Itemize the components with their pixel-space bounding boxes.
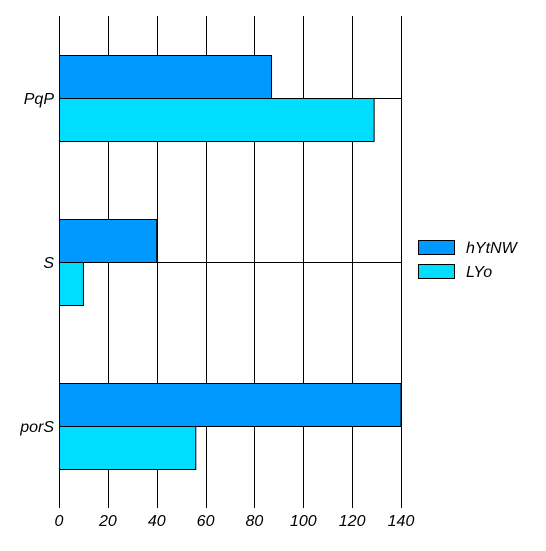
bar-LYo-S bbox=[59, 262, 84, 306]
category-label: PqP bbox=[24, 91, 55, 108]
bar-hYtNW-S bbox=[59, 219, 158, 263]
x-tick-label: 140 bbox=[388, 513, 415, 530]
legend: hYtNW LYo bbox=[418, 240, 519, 281]
legend-swatch-hYtNW bbox=[418, 240, 455, 255]
bar-LYo-PqP bbox=[59, 98, 375, 142]
x-tick-label: 80 bbox=[246, 513, 264, 530]
x-tick-label: 0 bbox=[55, 513, 64, 530]
category-label: S bbox=[43, 255, 54, 272]
x-tick-label: 100 bbox=[290, 513, 317, 530]
legend-label-LYo: LYo bbox=[466, 264, 492, 281]
legend-swatch-LYo bbox=[418, 264, 455, 279]
x-tick-label: 20 bbox=[98, 513, 117, 530]
x-tick-label: 40 bbox=[148, 513, 166, 530]
category-label: porS bbox=[19, 419, 54, 436]
x-tick-label: 120 bbox=[339, 513, 366, 530]
bar-hYtNW-PqP bbox=[59, 55, 273, 99]
x-tick-label: 60 bbox=[197, 513, 215, 530]
bar-hYtNW-porS bbox=[59, 383, 402, 427]
bar-LYo-porS bbox=[59, 426, 197, 470]
legend-label-hYtNW: hYtNW bbox=[466, 240, 519, 257]
x-axis-ticks: 0 20 40 60 80 100 120 140 bbox=[55, 513, 415, 530]
category-lines bbox=[59, 98, 401, 427]
bars bbox=[59, 55, 402, 470]
